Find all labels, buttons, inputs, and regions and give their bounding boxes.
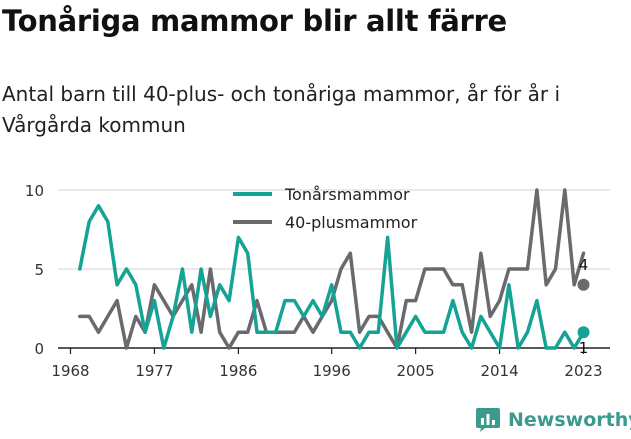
line-chart: 0 5 10 1968 1977 1986 1996 2005 2014 2023 4 1 Tonårs… (25, 182, 610, 380)
y-tick-label: 0 (34, 340, 44, 358)
x-tick-label: 2023 (564, 362, 602, 380)
x-tick-label: 1968 (51, 362, 89, 380)
chart-subtitle: Antal barn till 40-plus- och tonåriga ma… (2, 82, 561, 137)
chart-title: Tonåriga mammor blir allt färre (2, 4, 507, 38)
newsworthy-logo: Newsworthy (475, 407, 631, 433)
end-value-label: 4 (579, 256, 589, 274)
x-tick-label: 2005 (397, 362, 435, 380)
x-tick-label: 1986 (219, 362, 257, 380)
x-tick-label: 1977 (135, 362, 173, 380)
y-tick-label: 5 (34, 261, 44, 279)
y-tick-label: 10 (25, 182, 44, 200)
end-value-label: 1 (579, 339, 589, 357)
legend-label: 40-plusmammor (285, 213, 418, 232)
series-line-40-plusmammor (78, 188, 586, 350)
series-line-tonarsmammor (78, 204, 586, 350)
end-point-marker (577, 278, 590, 291)
x-tick-label: 2014 (480, 362, 518, 380)
newsworthy-icon (476, 408, 500, 432)
brand-name: Newsworthy (508, 409, 631, 431)
x-tick-label: 1996 (313, 362, 351, 380)
end-point-marker (577, 326, 590, 339)
legend-label: Tonårsmammor (284, 185, 410, 204)
